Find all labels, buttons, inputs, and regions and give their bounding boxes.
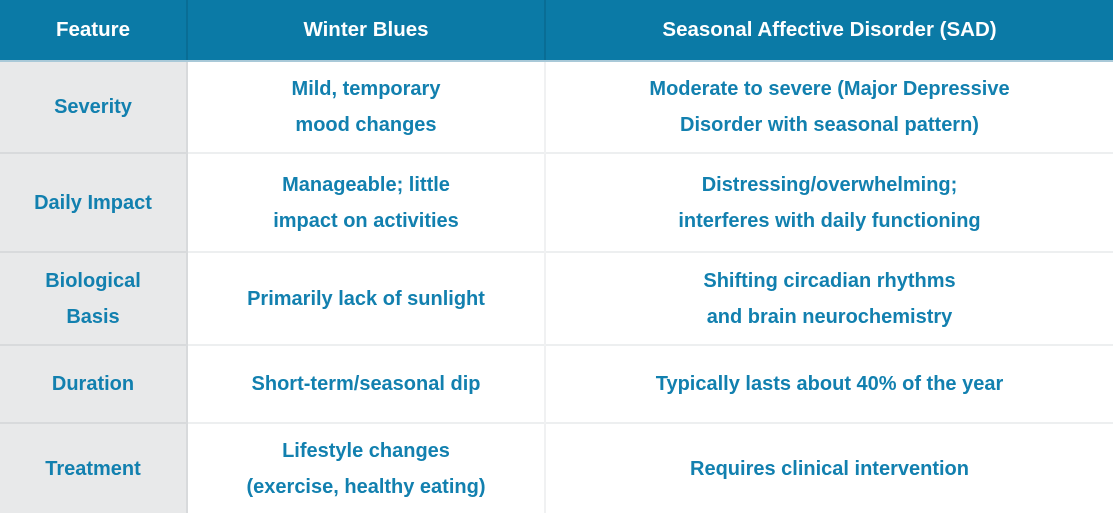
table-body: Severity Mild, temporary mood changes Mo… bbox=[0, 61, 1113, 513]
feature-cell: Daily Impact bbox=[0, 152, 188, 252]
column-header-feature: Feature bbox=[0, 0, 188, 62]
winter-blues-cell: Primarily lack of sunlight bbox=[187, 251, 546, 345]
table-row-severity: Severity Mild, temporary mood changes Mo… bbox=[0, 61, 1113, 153]
winter-blues-cell: Manageable; little impact on activities bbox=[187, 152, 546, 252]
feature-cell: Treatment bbox=[0, 422, 188, 513]
table-row-duration: Duration Short-term/seasonal dip Typical… bbox=[0, 344, 1113, 423]
table-row-biological-basis: Biological Basis Primarily lack of sunli… bbox=[0, 251, 1113, 345]
header-row: Feature Winter Blues Seasonal Affective … bbox=[0, 0, 1113, 62]
winter-blues-cell: Mild, temporary mood changes bbox=[187, 61, 546, 153]
feature-cell: Biological Basis bbox=[0, 251, 188, 345]
sad-cell: Requires clinical intervention bbox=[545, 422, 1113, 513]
table-row-daily-impact: Daily Impact Manageable; little impact o… bbox=[0, 152, 1113, 252]
feature-cell: Duration bbox=[0, 344, 188, 423]
sad-cell: Shifting circadian rhythms and brain neu… bbox=[545, 251, 1113, 345]
sad-cell: Moderate to severe (Major Depressive Dis… bbox=[545, 61, 1113, 153]
column-header-sad: Seasonal Affective Disorder (SAD) bbox=[545, 0, 1113, 62]
column-header-winter-blues: Winter Blues bbox=[187, 0, 546, 62]
table-header: Feature Winter Blues Seasonal Affective … bbox=[0, 0, 1113, 62]
sad-cell: Typically lasts about 40% of the year bbox=[545, 344, 1113, 423]
table-row-treatment: Treatment Lifestyle changes (exercise, h… bbox=[0, 422, 1113, 513]
winter-blues-cell: Short-term/seasonal dip bbox=[187, 344, 546, 423]
sad-cell: Distressing/overwhelming; interferes wit… bbox=[545, 152, 1113, 252]
feature-cell: Severity bbox=[0, 61, 188, 153]
winter-blues-cell: Lifestyle changes (exercise, healthy eat… bbox=[187, 422, 546, 513]
